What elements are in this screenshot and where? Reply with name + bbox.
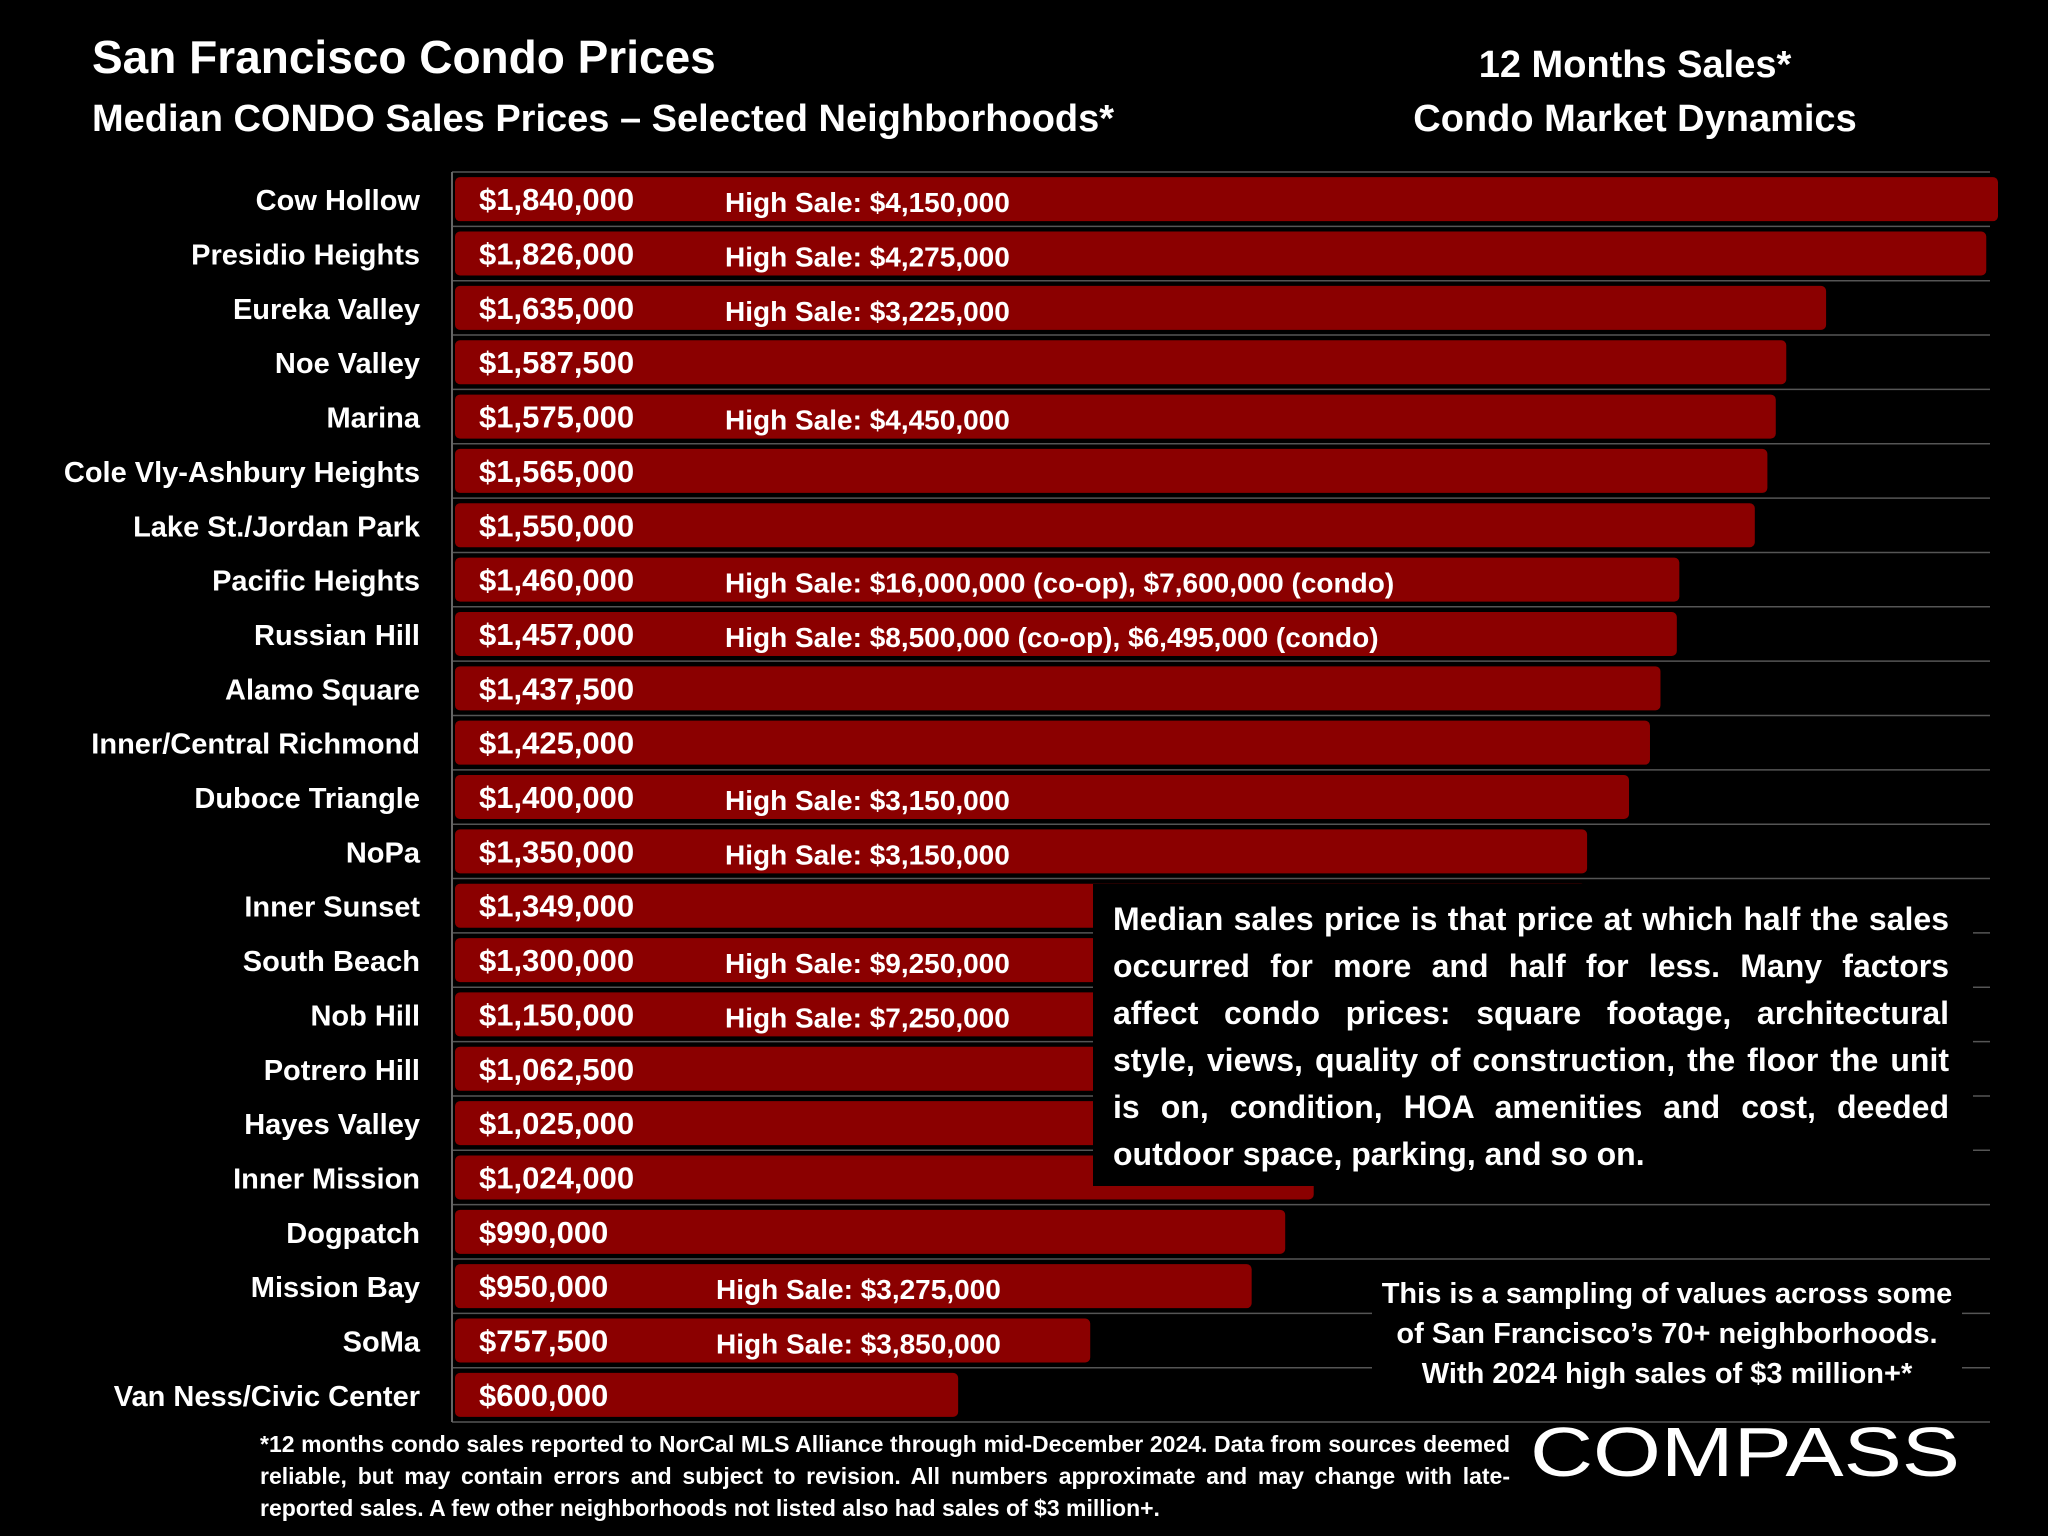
high-sale-annotation: High Sale: $3,150,000	[725, 785, 1010, 816]
value-label: $1,457,000	[479, 617, 634, 652]
chart-title: San Francisco Condo Prices	[92, 31, 716, 83]
high-sale-annotation: High Sale: $3,150,000	[725, 839, 1010, 870]
bar	[455, 394, 1776, 439]
category-label: Noe Valley	[275, 348, 420, 380]
dynamics-label: Condo Market Dynamics	[1413, 98, 1857, 140]
bar	[455, 557, 1680, 602]
value-label: $1,635,000	[479, 291, 634, 326]
high-sale-annotation: High Sale: $8,500,000 (co-op), $6,495,00…	[725, 622, 1379, 653]
category-label: Pacific Heights	[212, 566, 420, 598]
category-label: Russian Hill	[254, 620, 420, 652]
category-label: Presidio Heights	[191, 240, 420, 272]
bar	[455, 611, 1677, 656]
high-sale-annotation: High Sale: $4,275,000	[725, 242, 1010, 273]
value-label: $1,826,000	[479, 237, 634, 272]
category-label: Van Ness/Civic Center	[114, 1381, 420, 1413]
bar	[455, 177, 1998, 222]
value-label: $1,587,500	[479, 345, 634, 380]
category-label: Potrero Hill	[264, 1055, 420, 1087]
bar	[455, 829, 1588, 874]
bar	[455, 231, 1987, 276]
value-label: $1,460,000	[479, 563, 634, 598]
category-label: Mission Bay	[251, 1272, 420, 1304]
high-sale-annotation: High Sale: $3,275,000	[716, 1274, 1001, 1305]
bar	[455, 1209, 1286, 1254]
value-label: $1,437,500	[479, 671, 634, 706]
chart-subtitle: Median CONDO Sales Prices – Selected Nei…	[92, 98, 1115, 140]
category-label: Inner Mission	[233, 1163, 420, 1195]
sampling-note-line2: of San Francisco’s 70+ neighborhoods.	[1396, 1318, 1938, 1350]
compass-logo: COMPASS	[1530, 1414, 1960, 1486]
value-label: $1,565,000	[479, 454, 634, 489]
category-label: Alamo Square	[225, 674, 420, 706]
sampling-note: This is a sampling of values across some…	[1372, 1264, 1962, 1404]
value-label: $1,400,000	[479, 780, 634, 815]
value-label: $1,062,500	[479, 1052, 634, 1087]
category-label: Dogpatch	[286, 1218, 420, 1250]
high-sale-annotation: High Sale: $7,250,000	[725, 1002, 1010, 1033]
category-label: South Beach	[243, 946, 420, 978]
value-label: $1,840,000	[479, 182, 634, 217]
value-label: $1,349,000	[479, 889, 634, 924]
value-label: $1,300,000	[479, 943, 634, 978]
high-sale-annotation: High Sale: $4,450,000	[725, 405, 1010, 436]
high-sale-annotation: High Sale: $3,225,000	[725, 296, 1010, 327]
category-label: NoPa	[346, 837, 421, 869]
bar	[455, 720, 1650, 765]
high-sale-annotation: High Sale: $16,000,000 (co-op), $7,600,0…	[725, 568, 1394, 599]
category-label: Marina	[327, 403, 421, 435]
bar	[455, 448, 1768, 493]
footnote: *12 months condo sales reported to NorCa…	[260, 1431, 1510, 1521]
category-label: SoMa	[343, 1327, 421, 1359]
category-label: Eureka Valley	[233, 294, 420, 326]
high-sale-annotation: High Sale: $9,250,000	[725, 948, 1010, 979]
bar	[455, 1318, 1091, 1363]
category-label: Duboce Triangle	[194, 783, 420, 815]
bar	[455, 666, 1661, 711]
value-label: $1,150,000	[479, 997, 634, 1032]
bar	[455, 340, 1787, 385]
sampling-note-line3: With 2024 high sales of $3 million+*	[1421, 1358, 1913, 1390]
category-label: Lake St./Jordan Park	[133, 511, 421, 543]
value-label: $1,024,000	[479, 1160, 634, 1195]
category-label: Inner/Central Richmond	[91, 729, 420, 761]
high-sale-annotation: High Sale: $4,150,000	[725, 187, 1010, 218]
category-label: Inner Sunset	[244, 892, 420, 924]
value-label: $1,575,000	[479, 400, 634, 435]
bar	[455, 503, 1755, 548]
value-label: $1,425,000	[479, 726, 634, 761]
category-label: Hayes Valley	[244, 1109, 420, 1141]
bar	[455, 1264, 1252, 1309]
compass-logo-text: COMPASS	[1530, 1414, 1960, 1486]
value-label: $990,000	[479, 1215, 608, 1250]
period-label: 12 Months Sales*	[1478, 44, 1792, 86]
value-label: $600,000	[479, 1378, 608, 1413]
category-label: Cole Vly-Ashbury Heights	[64, 457, 420, 489]
high-sale-annotation: High Sale: $3,850,000	[716, 1329, 1001, 1360]
value-label: $1,025,000	[479, 1106, 634, 1141]
sampling-note-line1: This is a sampling of values across some	[1381, 1278, 1953, 1310]
bar	[455, 775, 1630, 820]
bar	[455, 1372, 959, 1417]
value-label: $757,500	[479, 1324, 608, 1359]
value-label: $1,550,000	[479, 508, 634, 543]
category-label: Nob Hill	[310, 1000, 420, 1032]
category-label: Cow Hollow	[256, 185, 421, 217]
bar	[455, 285, 1827, 330]
value-label: $1,350,000	[479, 834, 634, 869]
value-label: $950,000	[479, 1269, 608, 1304]
median-explanation-note: Median sales price is that price at whic…	[1093, 884, 1973, 1186]
